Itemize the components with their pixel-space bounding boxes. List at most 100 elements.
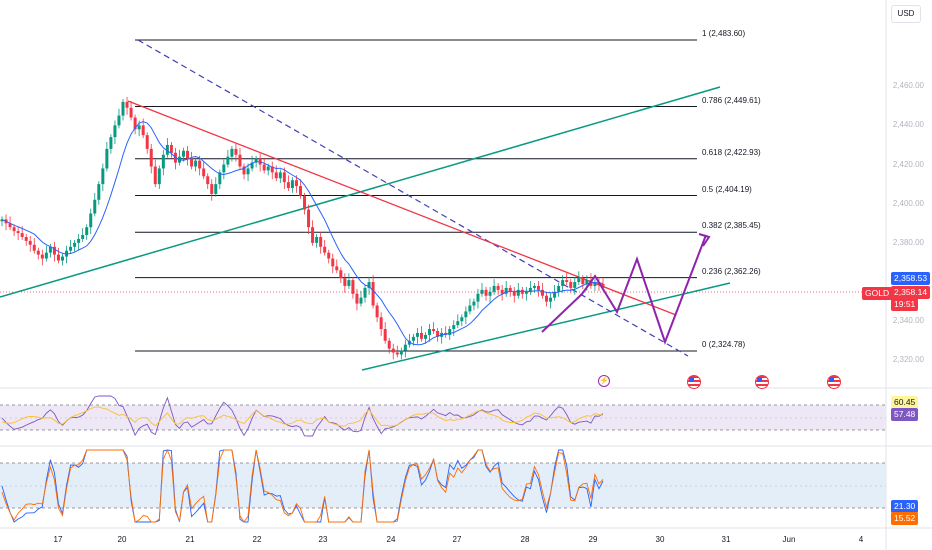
candle-body xyxy=(149,148,153,167)
candle-body xyxy=(375,305,379,318)
candle-body xyxy=(468,305,472,312)
candle-body xyxy=(536,285,540,290)
currency-selector[interactable]: USD xyxy=(891,5,921,23)
candle-body xyxy=(524,291,528,294)
us-flag-event-icon[interactable] xyxy=(755,375,769,389)
time-axis-tick: 17 xyxy=(53,535,63,544)
candle-body xyxy=(242,166,246,175)
candle-body xyxy=(109,137,113,149)
time-axis-tick: 24 xyxy=(386,535,396,544)
candle-body xyxy=(520,289,524,294)
candle-body xyxy=(573,282,577,288)
candle-body xyxy=(141,125,145,136)
price-axis-tick: 2,340.00 xyxy=(892,316,924,326)
candle-body xyxy=(351,280,355,294)
candle-body xyxy=(246,168,250,175)
candle-body xyxy=(528,287,532,292)
candle-body xyxy=(169,144,173,153)
us-flag-event-icon[interactable] xyxy=(827,375,841,389)
candle-body xyxy=(290,180,294,189)
candle-body xyxy=(424,334,428,339)
candle-body xyxy=(206,176,210,185)
candle-body xyxy=(117,115,121,126)
candle-body xyxy=(545,295,549,302)
candle-body xyxy=(484,289,488,296)
candle-body xyxy=(327,252,331,259)
stoch-indicator xyxy=(1,448,604,523)
candle-body xyxy=(44,252,48,259)
us-flag-event-icon[interactable] xyxy=(687,375,701,389)
candle-body xyxy=(565,280,569,283)
fib-level-label: 0.382 (2,385.45) xyxy=(702,221,761,231)
candle-body xyxy=(500,289,504,294)
candle-body xyxy=(234,148,238,155)
rsi-line xyxy=(1,395,604,437)
candle-body xyxy=(69,246,73,251)
earnings-bolt-icon[interactable]: ⚡ xyxy=(598,375,610,387)
candle-body xyxy=(379,317,383,330)
candle-body xyxy=(262,164,266,171)
candle-body xyxy=(36,250,40,255)
candle-body xyxy=(298,186,302,196)
candle-body xyxy=(250,162,254,169)
price-candles xyxy=(0,96,605,360)
stoch-d-line xyxy=(1,448,604,523)
candle-body xyxy=(532,285,536,288)
candle-body xyxy=(508,287,512,292)
candle-body xyxy=(343,278,347,286)
time-axis-tick: 29 xyxy=(588,535,598,544)
candle-body xyxy=(52,246,56,255)
candle-body xyxy=(323,246,327,253)
candle-body xyxy=(383,329,387,341)
candle-body xyxy=(145,135,149,149)
candle-body xyxy=(85,227,89,236)
zigzag-projection[interactable] xyxy=(541,234,707,345)
candle-body xyxy=(488,291,492,296)
candle-body xyxy=(569,282,573,288)
candle-body xyxy=(601,283,605,288)
candle-body xyxy=(496,285,500,290)
candle-body xyxy=(311,227,315,243)
candle-body xyxy=(339,270,343,279)
red-trendline[interactable] xyxy=(127,100,677,316)
candle-body xyxy=(347,280,351,286)
candle-body xyxy=(577,278,581,283)
candle-body xyxy=(93,199,97,214)
candle-body xyxy=(549,297,553,302)
candle-body xyxy=(165,144,169,155)
candle-body xyxy=(194,160,198,167)
candle-body xyxy=(371,282,375,306)
candle-body xyxy=(202,168,206,177)
time-axis-tick: 23 xyxy=(318,535,328,544)
candle-body xyxy=(226,156,230,165)
channel-lower-line[interactable] xyxy=(361,282,731,371)
candle-body xyxy=(585,280,589,284)
candle-body xyxy=(387,340,391,349)
candle-body xyxy=(230,148,234,157)
candle-body xyxy=(20,233,24,237)
candle-body xyxy=(125,101,129,108)
candle-body xyxy=(456,321,460,326)
candle-body xyxy=(286,182,290,189)
time-axis-tick: 21 xyxy=(185,535,195,544)
candle-body xyxy=(270,166,274,173)
dashed-trendline[interactable] xyxy=(137,39,689,357)
rsi-indicator xyxy=(1,395,604,437)
stoch-k-badge: 21.30 xyxy=(891,500,919,513)
candle-body xyxy=(129,107,133,118)
candle-body xyxy=(73,242,77,247)
price-axis-tick: 2,440.00 xyxy=(892,120,924,130)
candle-body xyxy=(56,254,60,261)
bid-price-badge: 2,358.53 xyxy=(891,272,931,285)
candle-body xyxy=(319,236,323,247)
candle-body xyxy=(512,291,516,296)
candle-body xyxy=(492,285,496,292)
candle-body xyxy=(472,301,476,306)
candle-body xyxy=(161,154,165,169)
candle-body xyxy=(448,329,452,335)
candle-body xyxy=(16,231,20,234)
rsi-band xyxy=(0,405,886,430)
time-axis-tick: 31 xyxy=(721,535,731,544)
candle-body xyxy=(105,148,109,169)
